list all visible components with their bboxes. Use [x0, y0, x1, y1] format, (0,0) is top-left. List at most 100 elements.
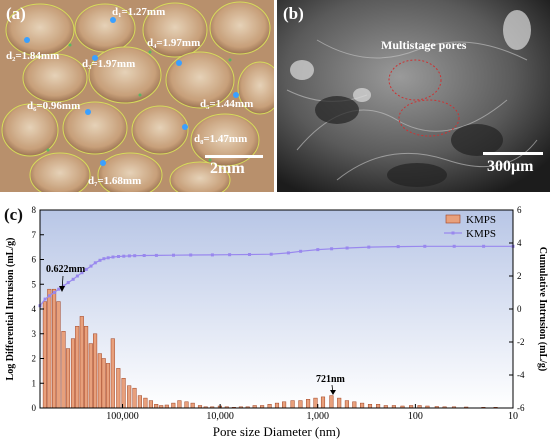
- y-tick-label: 6: [32, 255, 37, 265]
- diameter-label-d7: d₇=1.68mm: [88, 175, 142, 187]
- y2-tick-label: 6: [517, 205, 522, 215]
- y2-tick-label: -4: [517, 370, 525, 380]
- bar: [154, 404, 159, 409]
- line-point: [62, 284, 66, 288]
- bar: [52, 288, 57, 409]
- scale-bar-a: [205, 155, 263, 158]
- legend-bar-swatch: [445, 214, 461, 224]
- bar: [88, 343, 93, 409]
- bar: [329, 395, 334, 409]
- bar: [127, 385, 132, 409]
- bar-series-kmps: [42, 288, 498, 409]
- bar: [282, 401, 287, 409]
- line-point: [189, 253, 193, 257]
- line-point: [122, 254, 126, 258]
- diameter-label-d3: d₃=1.97mm: [82, 58, 136, 70]
- y-tick-label: 0: [32, 403, 37, 413]
- line-point: [210, 253, 214, 257]
- bar: [298, 400, 303, 409]
- line-point: [142, 254, 146, 257]
- line-point: [89, 264, 93, 268]
- line-point: [367, 245, 371, 249]
- annotation-arrowhead-1: [59, 286, 65, 292]
- bar: [177, 400, 182, 409]
- line-point: [84, 267, 88, 271]
- bar: [290, 400, 295, 409]
- y2-tick-label: -6: [517, 403, 525, 413]
- line-point: [423, 244, 427, 248]
- panel-c-label: (c): [4, 205, 23, 224]
- bar: [137, 395, 142, 409]
- bar: [42, 301, 47, 409]
- bar: [190, 402, 195, 409]
- bar: [61, 331, 66, 409]
- bar: [352, 401, 357, 409]
- line-point: [299, 249, 303, 253]
- diameter-label-d8: d₈=1.47mm: [194, 133, 248, 145]
- y-tick-label: 3: [32, 329, 37, 339]
- y2-axis-label: Cumulative Intrusion (mL/g): [537, 247, 548, 371]
- legend-bar-label: KMPS: [466, 214, 496, 226]
- legend-line-marker: [451, 231, 455, 235]
- bar: [121, 378, 126, 409]
- line-point: [106, 256, 110, 260]
- line-point: [75, 274, 79, 278]
- line-point: [133, 254, 137, 258]
- line-point: [66, 281, 70, 285]
- y-tick-label: 8: [32, 205, 37, 215]
- scale-label-a: 2mm: [210, 160, 245, 177]
- bar: [47, 288, 52, 409]
- diameter-label-d4: d₄=1.97mm: [147, 37, 201, 49]
- bar: [267, 404, 272, 409]
- bar: [360, 402, 365, 409]
- line-point: [228, 253, 232, 257]
- scale-bar-b: [483, 152, 543, 155]
- line-point: [93, 261, 97, 265]
- y2-tick-label: 0: [517, 304, 522, 314]
- bar: [75, 326, 80, 409]
- y-tick-label: 2: [32, 354, 37, 364]
- bar: [116, 368, 121, 409]
- line-point: [48, 294, 51, 298]
- bar: [97, 353, 102, 409]
- bar: [367, 404, 373, 409]
- line-point: [154, 253, 158, 257]
- line-point: [269, 252, 273, 256]
- bar: [70, 338, 76, 409]
- y-tick-label: 5: [32, 279, 37, 289]
- y-tick-label: 4: [32, 304, 37, 314]
- legend-line-label: KMPS: [466, 228, 496, 240]
- line-point: [43, 297, 47, 301]
- axes: 100,000 10,000 1,000 100 10012345678-6-4-202…: [32, 205, 525, 422]
- sem-image: [277, 0, 550, 192]
- sem-panel-b: (b) Multistage pores 300μm: [277, 0, 550, 192]
- line-point: [286, 251, 290, 255]
- diameter-label-d2: d₂=1.84mm: [6, 50, 60, 62]
- panel-b-label: (b): [283, 4, 304, 23]
- y2-tick-label: 2: [517, 271, 522, 281]
- bar: [148, 400, 153, 409]
- bar: [313, 397, 318, 409]
- annotation-0622mm: 0.622mm: [46, 264, 86, 275]
- x-tick-label: 100,000: [106, 411, 139, 422]
- line-point: [396, 245, 400, 249]
- bar: [101, 358, 106, 409]
- annotation-arrowhead-2: [330, 390, 336, 395]
- line-point: [71, 277, 75, 281]
- y-tick-label: 7: [32, 230, 37, 240]
- x-tick-label: 10: [508, 411, 518, 422]
- y-tick-label: 1: [32, 378, 37, 388]
- chart-panel-c: 100,000 10,000 1,000 100 10 0 1 2 3 4 5 6 7 8 -6 -4 -2 0 2…: [0, 196, 550, 443]
- bar: [376, 404, 381, 409]
- line-point: [345, 246, 349, 250]
- diameter-label-d5: d₅=1.44mm: [200, 98, 254, 110]
- bar: [143, 397, 148, 409]
- x-axis-label: Pore size Diameter (nm): [213, 424, 340, 439]
- y2-tick-label: -2: [517, 337, 525, 347]
- diameter-label-d6: d₆=0.96mm: [27, 100, 81, 112]
- diameter-label-d1: d₁=1.27mm: [112, 6, 166, 18]
- line-point: [98, 258, 102, 262]
- panel-a-label: (a): [6, 4, 26, 23]
- line-point: [111, 255, 115, 259]
- line-point: [172, 253, 175, 257]
